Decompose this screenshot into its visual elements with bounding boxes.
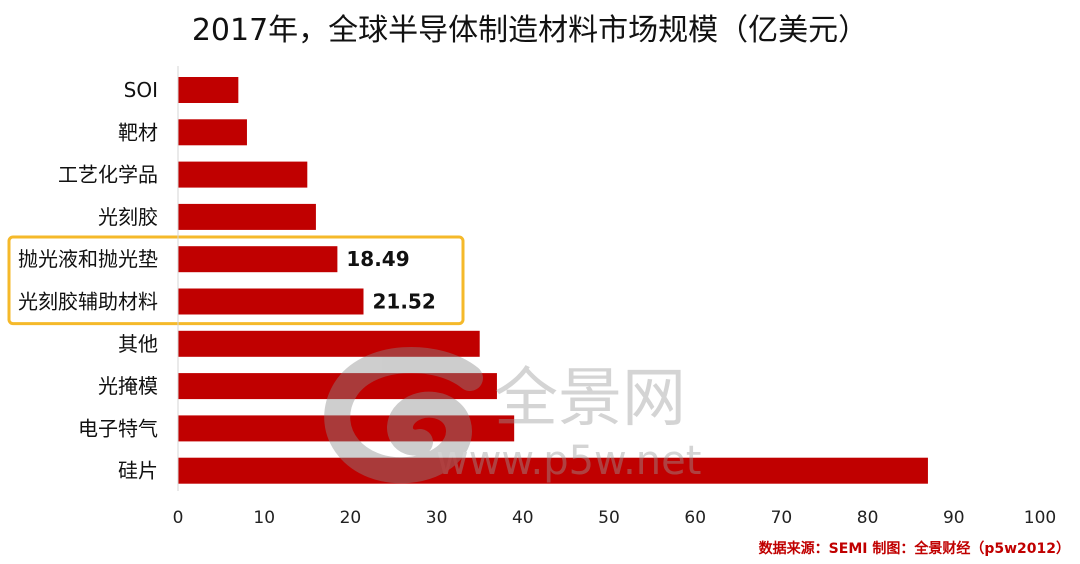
highlight-box — [7, 235, 465, 326]
bar — [178, 77, 239, 103]
category-label: 其他 — [118, 332, 158, 356]
x-tick-label: 100 — [1024, 508, 1056, 528]
category-label: 电子特气 — [78, 416, 158, 440]
data-labels: 18.49 21.52 — [346, 247, 435, 313]
category-label: 光刻胶辅助材料 — [18, 290, 158, 314]
category-label: 抛光液和抛光垫 — [18, 247, 158, 271]
watermark: 全景网 www.p5w.net — [324, 346, 701, 484]
watermark-logo-icon — [324, 346, 483, 484]
data-label: 21.52 — [373, 290, 436, 314]
x-tick-label: 10 — [253, 508, 275, 528]
x-tick-label: 70 — [771, 508, 793, 528]
chart-title: 2017年，全球半导体制造材料市场规模（亿美元） — [192, 13, 868, 48]
bar — [178, 330, 480, 357]
category-label: 光掩模 — [98, 374, 158, 398]
bar — [178, 373, 497, 400]
x-tick-label: 90 — [943, 508, 965, 528]
x-tick-label: 0 — [173, 508, 184, 528]
category-label: SOI — [124, 78, 158, 102]
bars-layer — [178, 77, 928, 484]
x-tick-label: 60 — [684, 508, 706, 528]
category-label: 工艺化学品 — [58, 163, 158, 187]
x-tick-label: 50 — [598, 508, 620, 528]
data-label: 18.49 — [346, 247, 409, 271]
x-axis: 0 10 20 30 40 50 60 70 80 90 100 — [173, 66, 1056, 528]
x-tick-label: 30 — [426, 508, 448, 528]
bar — [178, 415, 515, 442]
bar — [178, 203, 316, 230]
watermark-brand: 全景网 — [494, 362, 686, 436]
highlight-box-layer — [7, 235, 465, 326]
x-tick-label: 20 — [340, 508, 362, 528]
bar — [178, 457, 928, 484]
category-label: 靶材 — [118, 120, 158, 144]
bar — [178, 161, 308, 188]
source-note: 数据来源：SEMI 制图：全景财经（p5w2012） — [759, 540, 1070, 557]
bar — [178, 288, 364, 315]
watermark-url: www.p5w.net — [436, 438, 701, 484]
x-tick-label: 80 — [857, 508, 879, 528]
bar — [178, 119, 247, 146]
category-label: 硅片 — [118, 459, 158, 483]
bar — [178, 246, 338, 273]
x-tick-label: 40 — [512, 508, 534, 528]
category-label: 光刻胶 — [98, 205, 158, 229]
